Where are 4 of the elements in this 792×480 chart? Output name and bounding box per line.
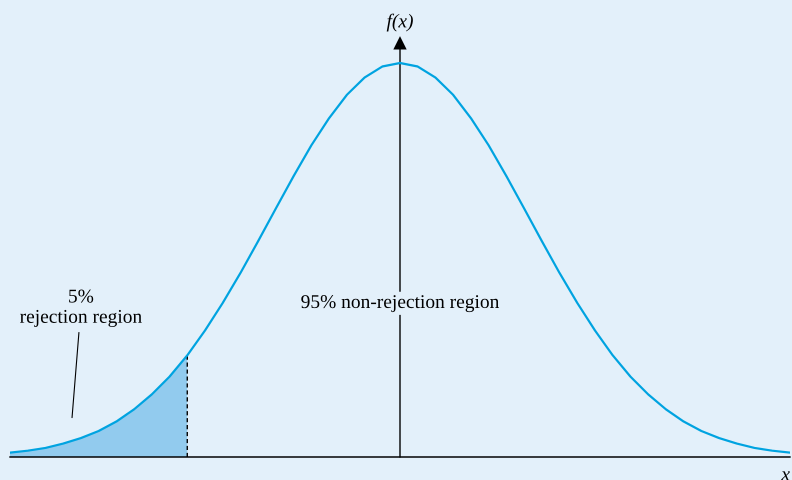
annotation: 95% non-rejection region (301, 295, 500, 312)
annotation: 5% rejection region (20, 290, 142, 327)
y-axis-title: f(x) (386, 14, 413, 32)
x-axis-title: x (781, 471, 790, 480)
